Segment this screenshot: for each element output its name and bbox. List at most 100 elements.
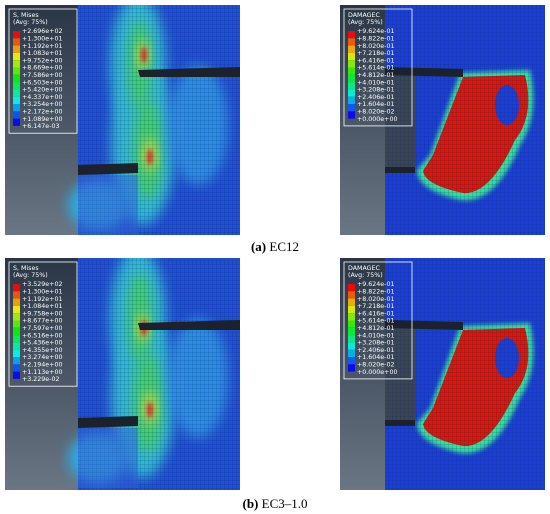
legend-label: +1.604e-01 bbox=[357, 101, 394, 108]
legend-swatch bbox=[13, 357, 20, 365]
legend-swatch bbox=[348, 74, 355, 83]
legend-label: +1.300e+01 bbox=[22, 36, 62, 43]
legend-label: +6.416e-01 bbox=[357, 57, 394, 64]
notch bbox=[385, 320, 463, 330]
legend-swatch bbox=[348, 364, 355, 372]
legend-swatch bbox=[13, 82, 20, 90]
legend-label: +2.406e-01 bbox=[357, 94, 394, 101]
legend-swatch bbox=[13, 335, 20, 343]
legend-label: +5.614e-01 bbox=[357, 65, 394, 72]
legend-swatch bbox=[13, 284, 20, 292]
legend-label: +0.000e+00 bbox=[357, 369, 397, 376]
legend-swatch bbox=[13, 74, 20, 83]
legend-swatch bbox=[13, 111, 20, 119]
legend-label: +4.010e-01 bbox=[357, 332, 394, 339]
legend-label: +0.000e+00 bbox=[357, 116, 397, 123]
legend-label: +5.420e+00 bbox=[22, 87, 62, 94]
legend-swatch bbox=[348, 342, 355, 350]
legend-swatch bbox=[13, 313, 20, 321]
legend-swatch bbox=[348, 67, 355, 75]
plot bbox=[5, 5, 240, 235]
legend-swatch bbox=[13, 364, 20, 372]
legend-label: +8.669e+00 bbox=[22, 65, 62, 72]
legend-swatch bbox=[13, 327, 20, 336]
legend-title: S, Mises bbox=[13, 12, 39, 19]
caption-text: EC12 bbox=[269, 239, 299, 254]
legend-label: +6.416e-01 bbox=[357, 310, 394, 317]
legend-label: +6.503e+00 bbox=[22, 79, 62, 86]
legend-label: +2.194e+00 bbox=[22, 362, 62, 369]
legend-title: DAMAGEC bbox=[348, 265, 381, 272]
legend-title: DAMAGEC bbox=[348, 12, 381, 19]
legend-label: +4.812e-01 bbox=[357, 325, 394, 332]
legend-label: +5.436e+00 bbox=[22, 340, 62, 347]
legend-swatch bbox=[348, 38, 355, 46]
legend-swatch bbox=[348, 89, 355, 97]
legend-label: +8.020e-01 bbox=[357, 43, 394, 50]
legend-swatch bbox=[13, 371, 20, 379]
legend-label: +8.020e-02 bbox=[357, 362, 394, 369]
legend-swatch bbox=[348, 52, 355, 61]
notch bbox=[385, 420, 415, 426]
legend-swatch bbox=[348, 31, 355, 39]
caption-label: (b) bbox=[242, 496, 258, 511]
legend-box bbox=[343, 261, 413, 380]
legend-swatch bbox=[348, 104, 355, 112]
caption-label: (a) bbox=[251, 239, 266, 254]
legend-swatch bbox=[13, 31, 20, 39]
legend-label: +1.192e+01 bbox=[22, 43, 62, 50]
legend-label: +1.192e+01 bbox=[22, 296, 62, 303]
legend-label: +4.355e+00 bbox=[22, 347, 62, 354]
legend-label: +1.604e-01 bbox=[357, 354, 394, 361]
legend-swatch bbox=[348, 357, 355, 365]
legend-subtitle: (Avg: 75%) bbox=[13, 272, 48, 279]
legend-label: +7.597e+00 bbox=[22, 325, 62, 332]
legend-label: +7.218e-01 bbox=[357, 303, 394, 310]
legend-label: +9.752e+00 bbox=[22, 57, 62, 64]
legend-swatch bbox=[13, 45, 20, 53]
legend-swatch bbox=[13, 52, 20, 61]
contour-panel: S, Mises(Avg: 75%)+2.696e+02+1.300e+01+1… bbox=[5, 5, 240, 235]
legend-swatch bbox=[348, 284, 355, 292]
legend-swatch bbox=[13, 320, 20, 328]
legend-label: +1.113e+00 bbox=[22, 369, 62, 376]
legend-box bbox=[8, 8, 78, 134]
legend-swatch bbox=[348, 298, 355, 306]
contour-panel: DAMAGEC(Avg: 75%)+9.624e-01+8.822e-01+8.… bbox=[340, 258, 545, 490]
legend-box bbox=[8, 261, 78, 387]
legend-swatch bbox=[13, 342, 20, 350]
legend-swatch bbox=[13, 60, 20, 68]
caption-text: EC3–1.0 bbox=[262, 496, 308, 511]
contour-panel: S, Mises(Avg: 75%)+3.529e+02+1.300e+01+1… bbox=[5, 258, 240, 490]
legend-swatch bbox=[13, 298, 20, 306]
notch bbox=[78, 163, 138, 175]
legend-label: +9.758e+00 bbox=[22, 310, 62, 317]
legend-label: +3.254e+00 bbox=[22, 101, 62, 108]
legend-label: +9.624e-01 bbox=[357, 28, 394, 35]
legend-swatch bbox=[13, 291, 20, 299]
legend-swatch bbox=[13, 96, 20, 104]
legend-title: S, Mises bbox=[13, 265, 39, 272]
notch bbox=[138, 67, 240, 77]
notch bbox=[385, 67, 463, 77]
legend-label: +3.229e-02 bbox=[22, 376, 59, 383]
legend-swatch bbox=[348, 349, 355, 357]
legend-swatch bbox=[348, 320, 355, 328]
contour-panel: DAMAGEC(Avg: 75%)+9.624e-01+8.822e-01+8.… bbox=[340, 5, 545, 235]
legend-swatch bbox=[348, 111, 355, 119]
legend-swatch bbox=[13, 305, 20, 314]
plot bbox=[5, 258, 240, 490]
legend-swatch bbox=[13, 104, 20, 112]
legend-swatch bbox=[348, 335, 355, 343]
legend-subtitle: (Avg: 75%) bbox=[13, 19, 48, 26]
legend-swatch bbox=[348, 327, 355, 336]
legend-swatch bbox=[348, 291, 355, 299]
legend-label: +6.147e-03 bbox=[22, 123, 59, 130]
legend-swatch bbox=[348, 45, 355, 53]
legend-label: +3.208e-01 bbox=[357, 87, 394, 94]
legend-label: +1.084e+01 bbox=[22, 303, 62, 310]
legend-swatch bbox=[348, 96, 355, 104]
legend-label: +1.089e+00 bbox=[22, 116, 62, 123]
notch bbox=[138, 320, 240, 330]
